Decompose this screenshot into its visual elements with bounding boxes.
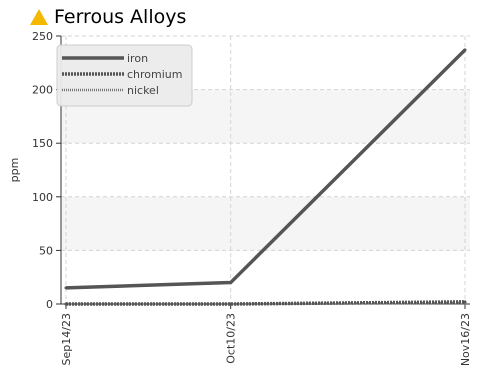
data-point-chromium — [64, 302, 68, 306]
y-axis-label: ppm — [8, 158, 21, 183]
data-point-chromium — [463, 300, 467, 304]
chart-series — [64, 48, 467, 306]
chart-background-bands — [61, 36, 470, 304]
background-band — [61, 196, 470, 251]
warning-triangle-icon — [30, 9, 48, 25]
legend-label-iron: iron — [127, 52, 148, 65]
x-tick-label: Sep14/23 — [60, 313, 73, 365]
series-line-chromium — [66, 300, 466, 306]
x-tick-label: Oct10/23 — [225, 313, 238, 364]
x-axis-ticks: Sep14/23 Oct10/23 Nov16/23 — [60, 304, 472, 366]
background-band — [61, 250, 470, 304]
y-tick-label: 250 — [32, 30, 53, 43]
x-tick-label: Nov16/23 — [459, 313, 472, 366]
data-point-iron — [64, 286, 68, 290]
y-axis-ticks: 0 50 100 150 200 250 — [32, 30, 61, 311]
chart-title: Ferrous Alloys — [54, 6, 187, 28]
widget-title: Ferrous Alloys — [29, 4, 186, 30]
legend-label-nickel: nickel — [127, 84, 159, 97]
y-tick-label: 150 — [32, 137, 53, 150]
background-band — [61, 143, 470, 197]
y-tick-label: 200 — [32, 84, 53, 97]
y-tick-label: 50 — [39, 244, 53, 257]
data-point-iron — [229, 281, 233, 285]
legend-label-chromium: chromium — [127, 68, 183, 81]
chart-legend: iron chromium nickel — [56, 44, 193, 107]
data-point-chromium — [229, 302, 233, 306]
y-tick-label: 100 — [32, 191, 53, 204]
data-point-iron — [463, 48, 467, 52]
y-tick-label: 0 — [46, 298, 53, 311]
